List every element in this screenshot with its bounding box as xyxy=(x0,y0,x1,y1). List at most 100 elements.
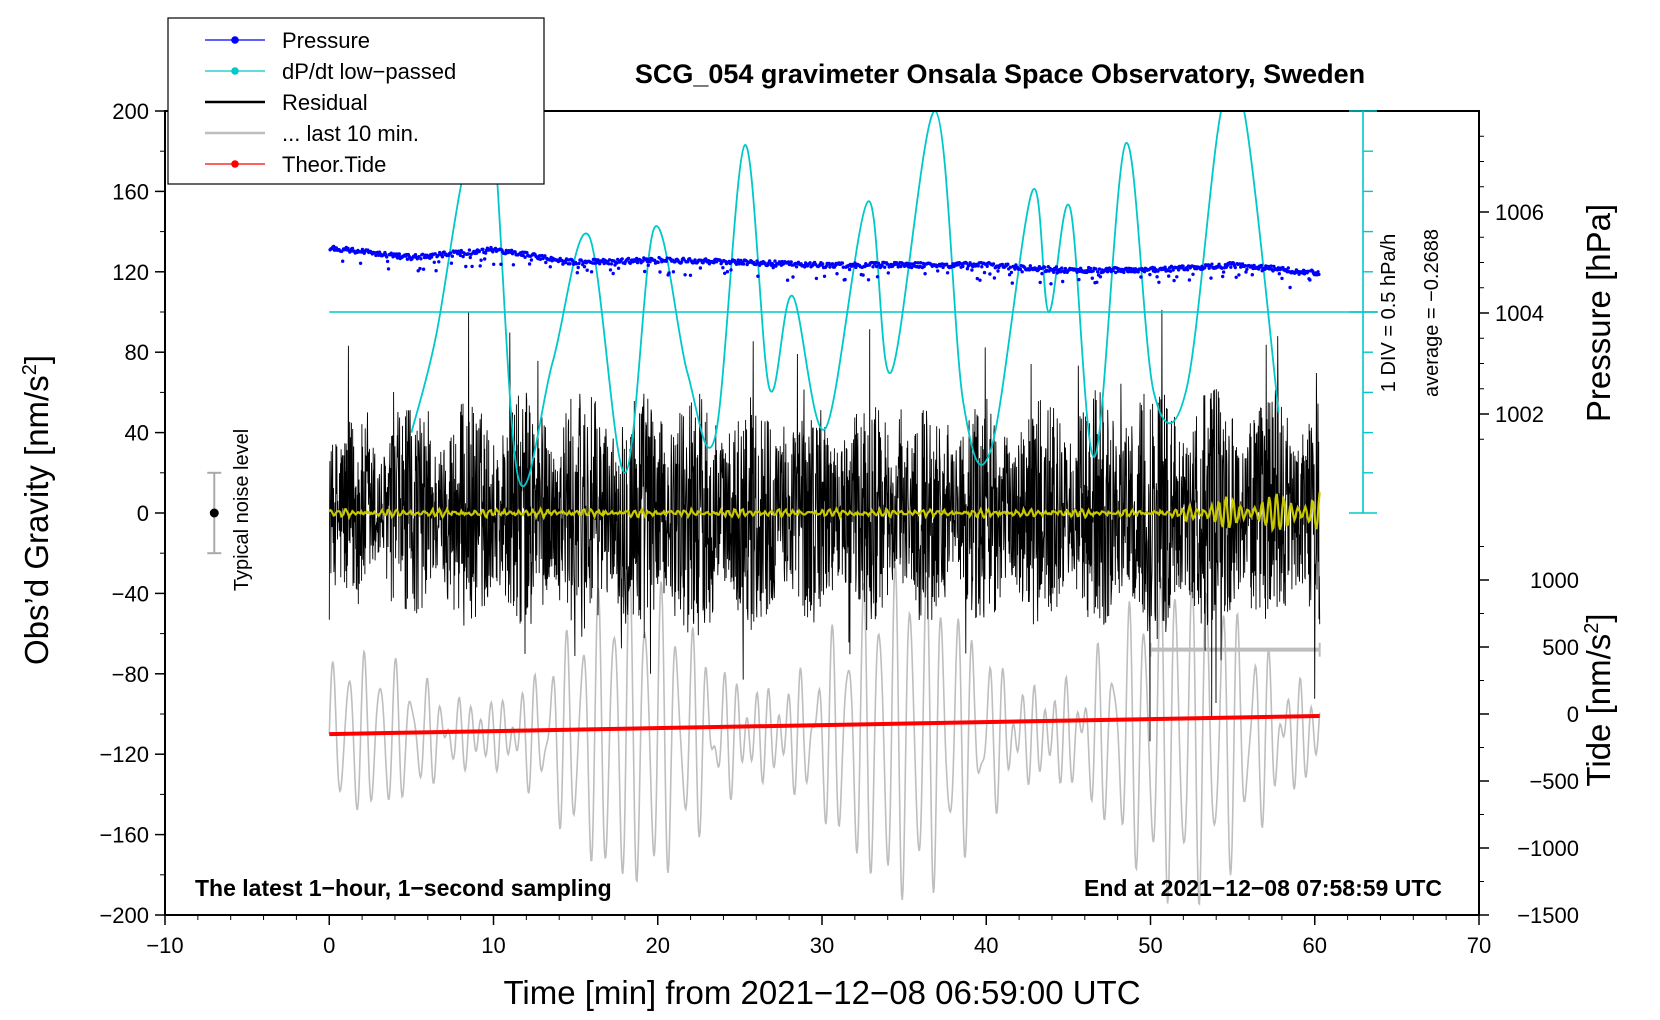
pressure-point xyxy=(1052,270,1056,274)
pressure-point xyxy=(840,261,845,265)
pressure-point xyxy=(575,271,579,275)
last10-line xyxy=(328,562,1321,907)
pressure-point xyxy=(688,273,693,277)
pressure-point xyxy=(1091,269,1095,273)
pressure-point xyxy=(922,264,926,269)
pressure-point xyxy=(847,267,852,272)
pressure-point xyxy=(1000,262,1005,267)
pressure-point xyxy=(450,254,454,258)
pressure-point xyxy=(1209,276,1213,280)
pressure-point xyxy=(616,266,621,270)
noise-bar-center xyxy=(209,508,219,518)
pressure-point xyxy=(1097,267,1102,271)
x-tick-label: 20 xyxy=(646,933,670,958)
bottom-left-text: The latest 1−hour, 1−second sampling xyxy=(195,875,612,901)
pressure-point xyxy=(461,254,465,259)
pressure-point xyxy=(467,248,472,252)
pressure-point xyxy=(656,260,660,265)
pressure-point xyxy=(1061,279,1065,284)
legend-item: Pressure xyxy=(205,28,370,53)
pressure-point xyxy=(1181,264,1185,268)
y-axis-title-close: ] xyxy=(18,355,55,364)
pressure-point xyxy=(1020,270,1024,274)
pressure-point xyxy=(1124,266,1129,270)
pressure-point xyxy=(1175,275,1179,279)
pressure-point xyxy=(1185,268,1190,272)
pressure-point xyxy=(835,272,839,276)
pressure-point xyxy=(436,253,440,258)
pressure-point xyxy=(1090,276,1095,280)
y-axis-title-text: Obs’d Gravity [nm/s xyxy=(18,375,55,665)
pressure-point xyxy=(822,274,827,278)
pressure-point xyxy=(1220,266,1224,270)
pressure-point xyxy=(791,275,795,279)
pressure-point xyxy=(1306,269,1310,273)
pressure-point xyxy=(589,270,594,274)
pressure-point xyxy=(628,261,632,265)
y-tick-label: −40 xyxy=(112,581,149,606)
pressure-point xyxy=(814,276,819,281)
pressure-point xyxy=(945,271,950,275)
pressure-point xyxy=(773,259,777,263)
pressure-point xyxy=(978,278,982,282)
pressure-tick-label: 1002 xyxy=(1495,402,1544,427)
legend-item: Residual xyxy=(205,90,368,115)
y-tick-label: −120 xyxy=(99,742,149,767)
pressure-point xyxy=(729,268,733,272)
pressure-point xyxy=(1008,265,1013,269)
pressure-point xyxy=(433,252,437,256)
pressure-point xyxy=(808,261,812,265)
pressure-point xyxy=(725,270,730,274)
pressure-point xyxy=(385,255,389,259)
pressure-point xyxy=(667,271,671,275)
pressure-point xyxy=(964,261,969,265)
y-tick-label: −160 xyxy=(99,823,149,848)
tide-line xyxy=(329,714,1320,737)
y-tick-label: 40 xyxy=(125,421,149,446)
pressure-point xyxy=(538,257,543,261)
pressure-point xyxy=(620,257,624,261)
pressure-axis-title: Pressure [hPa] xyxy=(1580,204,1617,422)
pressure-point xyxy=(474,251,479,255)
y-tick-label: 120 xyxy=(112,260,149,285)
pressure-point xyxy=(723,271,727,275)
tide-tick-label: −1000 xyxy=(1517,836,1579,861)
pressure-point xyxy=(1088,266,1093,271)
pressure-point xyxy=(479,258,483,262)
pressure-point xyxy=(1163,265,1167,269)
pressure-point xyxy=(1094,267,1098,271)
pressure-point xyxy=(1036,268,1041,272)
pressure-point xyxy=(841,265,845,269)
x-tick-label: −10 xyxy=(146,933,183,958)
pressure-point xyxy=(1172,278,1176,283)
pressure-point xyxy=(996,269,1000,273)
pressure-point xyxy=(611,271,615,276)
pressure-point xyxy=(1191,272,1195,276)
pressure-point xyxy=(1095,280,1099,284)
pressure-point xyxy=(419,257,423,261)
tide-tick-label: 1000 xyxy=(1530,568,1579,593)
y-tick-label: 160 xyxy=(112,179,149,204)
pressure-point xyxy=(1221,274,1225,279)
legend-label: ... last 10 min. xyxy=(282,121,419,146)
pressure-point xyxy=(1238,262,1242,266)
pressure-point xyxy=(644,257,649,261)
pressure-point xyxy=(755,259,759,263)
pressure-point xyxy=(1170,265,1175,269)
pressure-point xyxy=(910,265,914,270)
pressure-point xyxy=(880,263,884,267)
pressure-point xyxy=(598,262,602,266)
pressure-point xyxy=(1049,282,1053,286)
pressure-point xyxy=(1148,272,1152,277)
pressure-point xyxy=(596,258,600,262)
legend-item: Theor.Tide xyxy=(205,152,386,177)
pressure-point xyxy=(1167,274,1171,278)
pressure-point xyxy=(1210,262,1214,266)
pressure-point xyxy=(1157,280,1161,284)
pressure-point xyxy=(693,258,697,262)
pressure-point xyxy=(1168,269,1173,273)
pressure-point xyxy=(913,261,917,265)
pressure-point xyxy=(646,263,650,267)
pressure-point xyxy=(609,262,614,266)
pressure-point xyxy=(1155,275,1159,279)
